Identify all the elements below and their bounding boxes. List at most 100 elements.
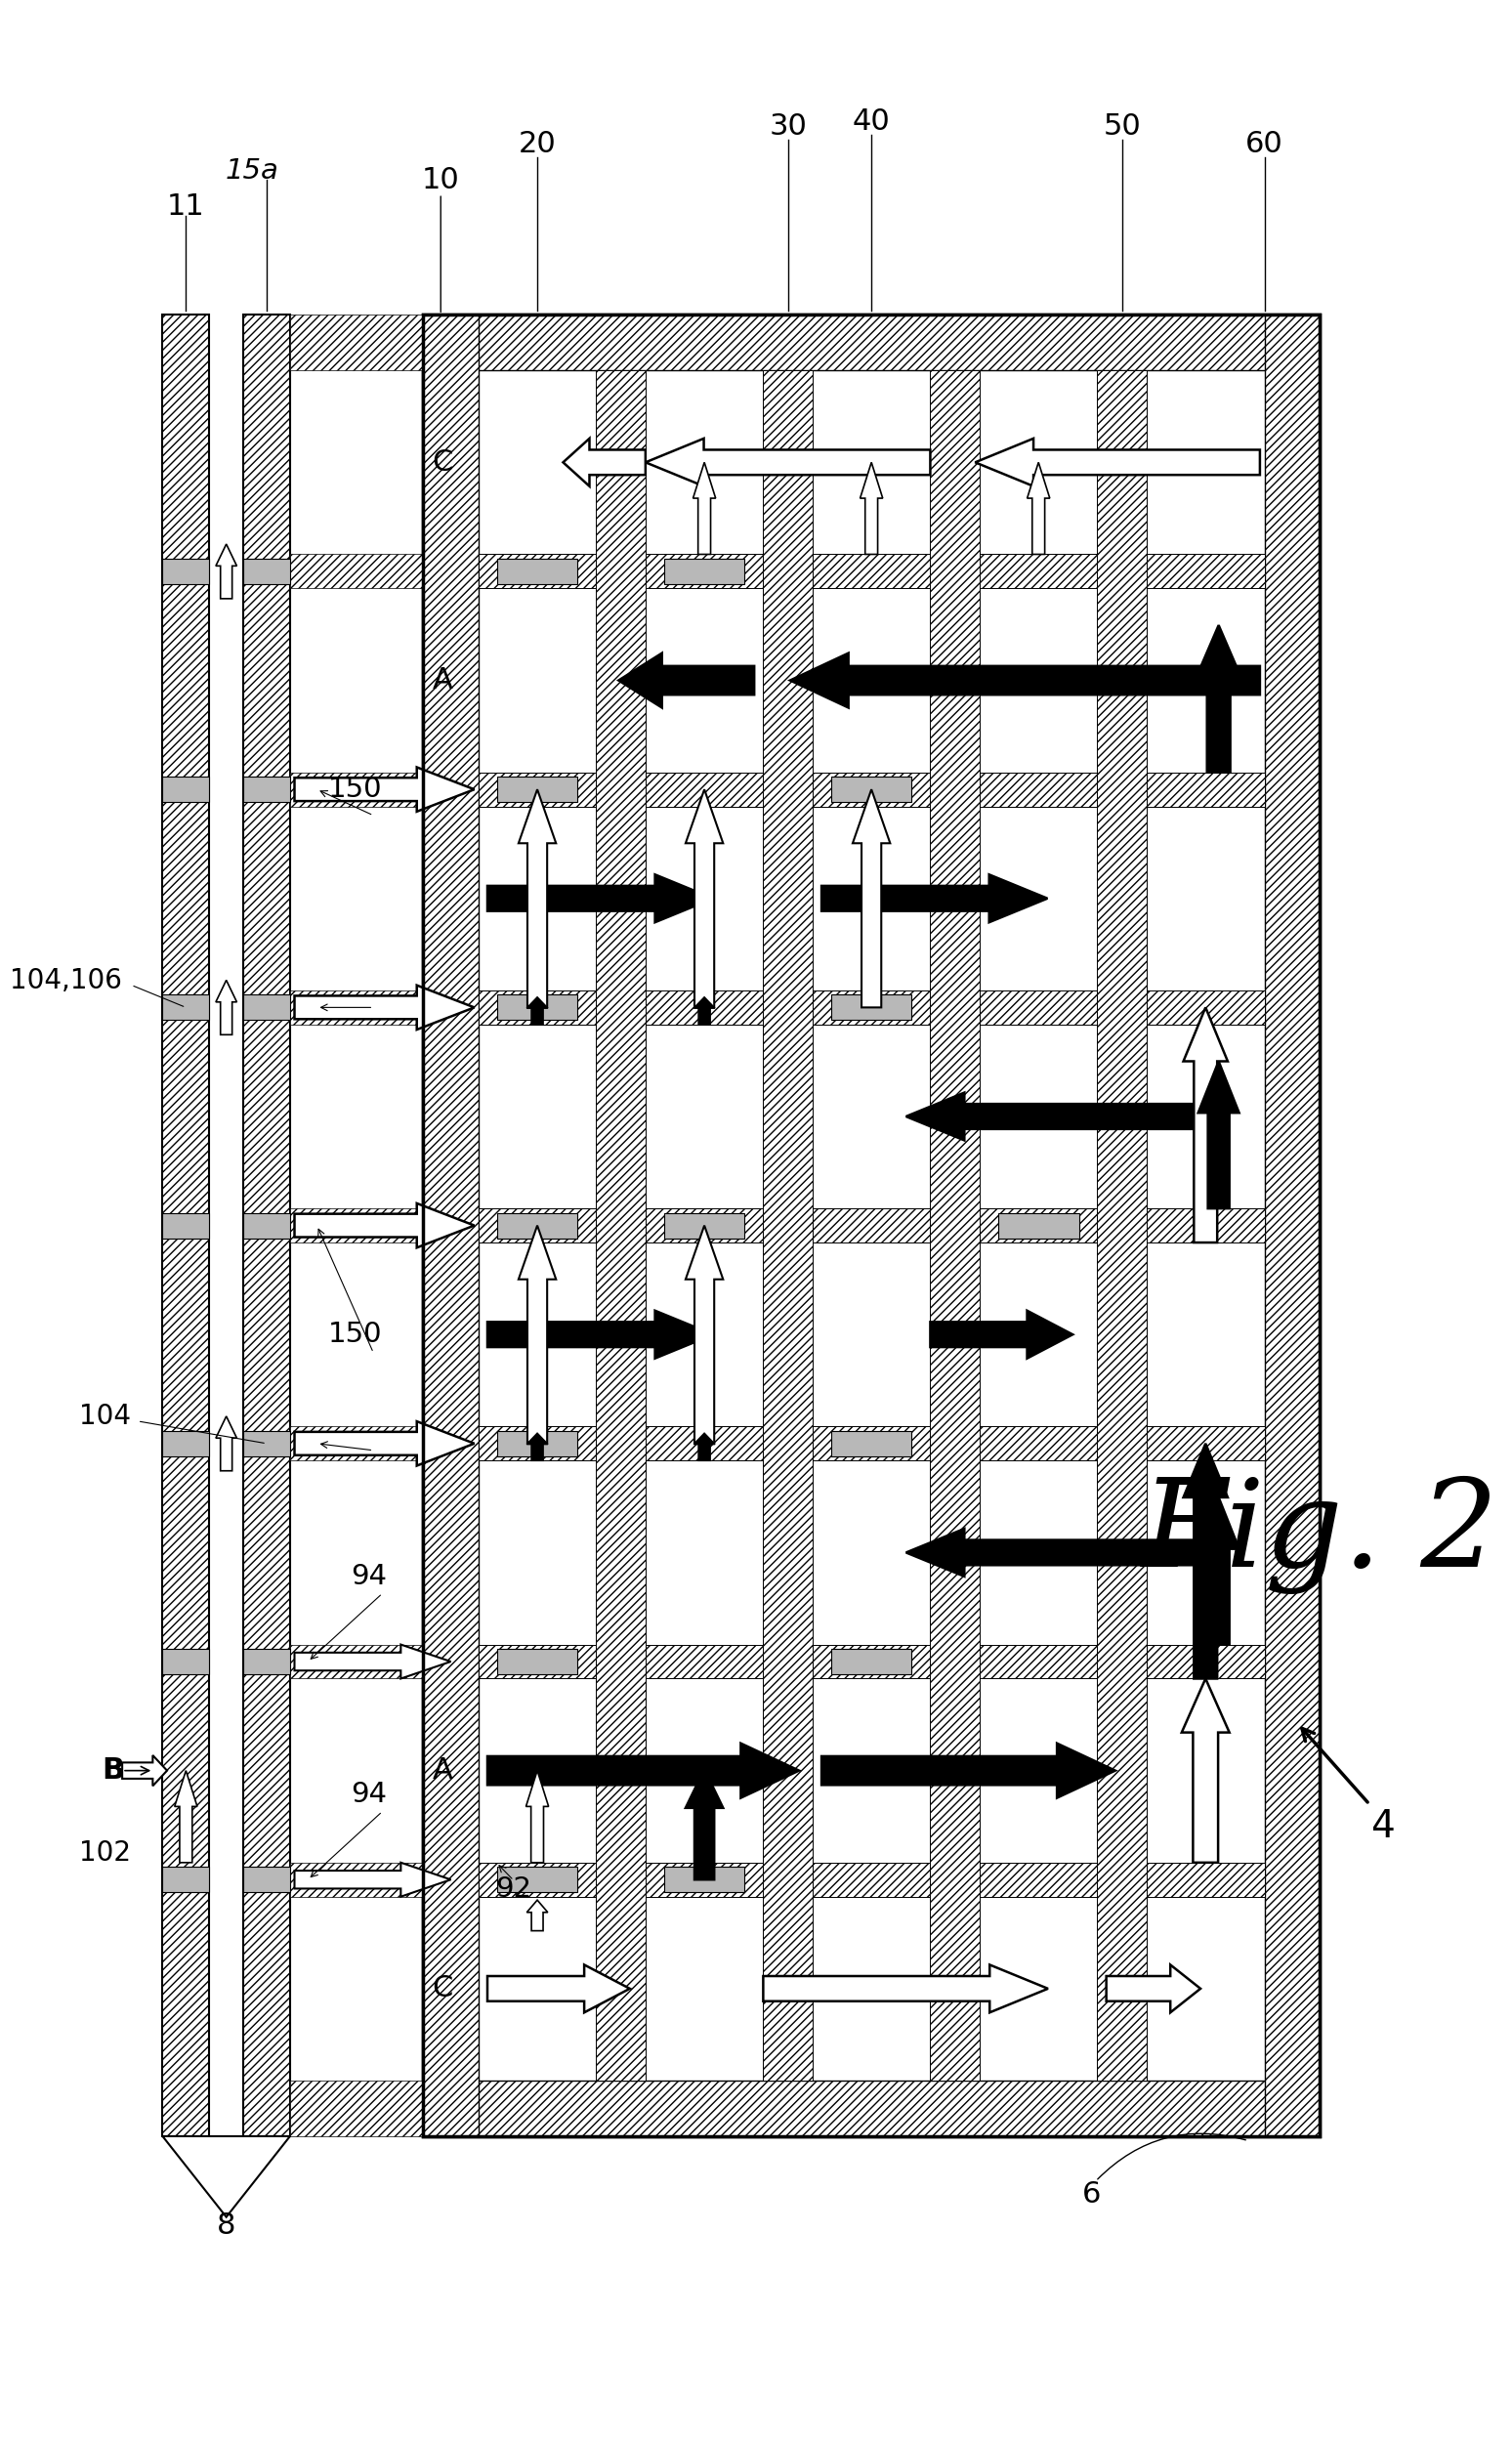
FancyArrow shape (295, 984, 475, 1031)
Text: 104: 104 (80, 1404, 132, 1431)
FancyArrow shape (174, 1770, 197, 1863)
Bar (423, 315, 1320, 2137)
Text: A: A (432, 1756, 452, 1785)
Text: 30: 30 (770, 112, 807, 142)
Text: 20: 20 (519, 129, 556, 159)
Bar (243, 1431, 290, 1455)
FancyArrow shape (295, 767, 475, 811)
FancyArrow shape (1198, 1497, 1240, 1643)
Bar (998, 1214, 1080, 1238)
Bar (478, 1863, 1264, 1897)
Bar (832, 1431, 912, 1455)
FancyArrow shape (562, 440, 646, 486)
Text: 11: 11 (166, 193, 204, 222)
FancyArrow shape (1184, 1443, 1228, 1678)
Polygon shape (163, 2137, 290, 2217)
Bar (478, 991, 1264, 1026)
Bar (290, 1643, 423, 1678)
Bar (423, 315, 1320, 2137)
FancyArrow shape (685, 789, 723, 1009)
Text: 4: 4 (1371, 1807, 1396, 1846)
Bar (163, 994, 209, 1021)
FancyArrow shape (685, 1226, 723, 1443)
FancyArrow shape (1182, 1678, 1229, 1863)
FancyArrow shape (216, 545, 237, 598)
Text: 10: 10 (422, 166, 460, 195)
FancyArrow shape (764, 1966, 1048, 2012)
FancyArrow shape (295, 1204, 475, 1248)
Bar (163, 1214, 209, 1238)
Text: 94: 94 (351, 1563, 387, 1590)
Bar (497, 777, 578, 801)
FancyArrow shape (1107, 1966, 1201, 2012)
Bar (478, 554, 1264, 589)
FancyArrow shape (295, 1863, 451, 1897)
Bar (163, 1431, 209, 1455)
Bar (423, 315, 1320, 371)
Bar (290, 554, 423, 589)
FancyArrow shape (295, 1421, 475, 1465)
FancyArrow shape (487, 1744, 798, 1797)
FancyArrow shape (853, 789, 891, 1009)
FancyArrow shape (975, 440, 1259, 486)
Text: 150: 150 (328, 777, 383, 803)
Bar (478, 1426, 1264, 1460)
FancyArrow shape (1184, 1009, 1228, 1243)
Text: 60: 60 (1246, 129, 1284, 159)
FancyArrow shape (487, 1966, 631, 2012)
FancyArrow shape (487, 874, 714, 923)
FancyArrow shape (821, 1744, 1116, 1797)
Text: Fig. 2: Fig. 2 (1142, 1475, 1498, 1595)
FancyArrow shape (685, 1770, 723, 1880)
Text: 50: 50 (1104, 112, 1142, 142)
Bar (497, 1648, 578, 1675)
Bar (243, 1866, 290, 1893)
Bar (497, 1214, 578, 1238)
Bar (209, 315, 243, 2137)
Bar (497, 1866, 578, 1893)
Bar (832, 777, 912, 801)
FancyArrow shape (122, 1756, 166, 1785)
Text: 6: 6 (1081, 2181, 1101, 2208)
Bar (497, 994, 578, 1021)
FancyArrow shape (295, 1643, 451, 1678)
FancyArrow shape (526, 996, 547, 1026)
Text: C: C (432, 1976, 454, 2002)
FancyArrow shape (526, 1433, 547, 1460)
Text: 8: 8 (216, 2212, 236, 2239)
FancyArrow shape (646, 440, 930, 486)
FancyArrow shape (1196, 625, 1241, 772)
Bar (243, 1648, 290, 1675)
Bar (290, 315, 423, 371)
Text: 102: 102 (80, 1839, 132, 1866)
FancyArrow shape (694, 1433, 715, 1460)
Bar (478, 1209, 1264, 1243)
FancyArrow shape (487, 1311, 714, 1358)
Bar (163, 1866, 209, 1893)
Bar (832, 1648, 912, 1675)
Bar (243, 1214, 290, 1238)
Bar (596, 371, 646, 2081)
FancyArrow shape (519, 1226, 556, 1443)
FancyArrow shape (1027, 462, 1049, 554)
Bar (163, 559, 209, 584)
Text: 150: 150 (328, 1321, 383, 1348)
Bar (478, 772, 1264, 806)
Bar (243, 315, 290, 2137)
Text: B: B (101, 1756, 124, 1785)
Bar (290, 1426, 423, 1460)
Text: C: C (432, 449, 454, 476)
Bar (423, 2081, 1320, 2137)
Bar (163, 315, 209, 2137)
Bar (163, 1648, 209, 1675)
Bar (832, 994, 912, 1021)
Bar (764, 371, 812, 2081)
FancyArrow shape (906, 1092, 1201, 1140)
Bar (497, 1431, 578, 1455)
Bar (1264, 315, 1320, 2137)
FancyArrow shape (526, 1770, 549, 1863)
Bar (163, 777, 209, 801)
Text: 94: 94 (351, 1780, 387, 1807)
Bar (497, 559, 578, 584)
Bar (664, 1214, 745, 1238)
